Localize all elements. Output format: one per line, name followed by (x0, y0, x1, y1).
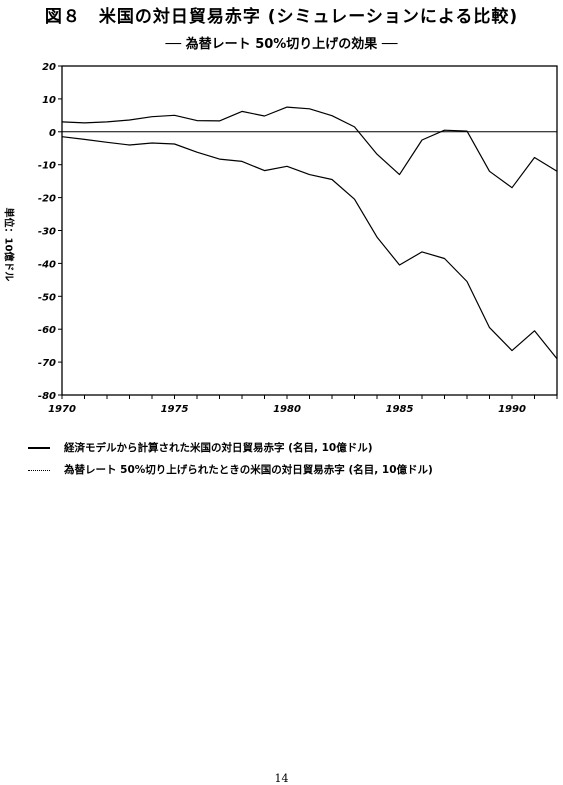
y-tick-label: 20 (42, 62, 56, 73)
legend-label-appreciation: 為替レート 50%切り上げられたときの米国の対日貿易赤字 (名目, 10億ドル) (64, 464, 433, 476)
page-number: 14 (274, 772, 289, 785)
chart-title: 図８ 米国の対日貿易赤字 (シミュレーションによる比較) (44, 7, 519, 27)
series-line-model (61, 136, 558, 360)
y-tick-label: -60 (38, 325, 56, 336)
legend-item-appreciation: 為替レート 50%切り上げられたときの米国の対日貿易赤字 (名目, 10億ドル) (28, 462, 433, 477)
y-tick-label: 0 (49, 128, 56, 139)
legend-item-model: 経済モデルから計算された米国の対日貿易赤字 (名目, 10億ドル) (28, 440, 373, 455)
y-tick-label: -30 (38, 227, 56, 238)
legend-label-model: 経済モデルから計算された米国の対日貿易赤字 (名目, 10億ドル) (64, 442, 373, 454)
x-tick-label: 1980 (273, 404, 301, 415)
x-tick-label: 1970 (48, 404, 76, 415)
y-tick-label: -40 (38, 259, 56, 270)
y-tick-label: -70 (38, 358, 56, 369)
y-tick-label: -10 (38, 161, 56, 172)
y-tick-label: 10 (42, 95, 56, 106)
y-tick-label: -80 (38, 391, 56, 402)
x-tick-label: 1985 (386, 404, 414, 415)
chart-subtitle: ── 為替レート 50%切り上げの効果 ── (165, 37, 398, 52)
x-tick-label: 1975 (161, 404, 189, 415)
y-tick-label: -50 (38, 292, 56, 303)
series-line-appreciation (61, 106, 558, 189)
line-chart: 20 10 0 -10 -20 -30 -40 -50 -60 -70 -80 1970 1975 198… (38, 62, 558, 415)
legend-dotted-line-swatch (28, 469, 50, 471)
x-tick-label: 1990 (498, 404, 526, 415)
plot-frame (61, 65, 558, 396)
legend-solid-line-swatch (28, 447, 50, 449)
y-tick-label: -20 (38, 194, 56, 205)
